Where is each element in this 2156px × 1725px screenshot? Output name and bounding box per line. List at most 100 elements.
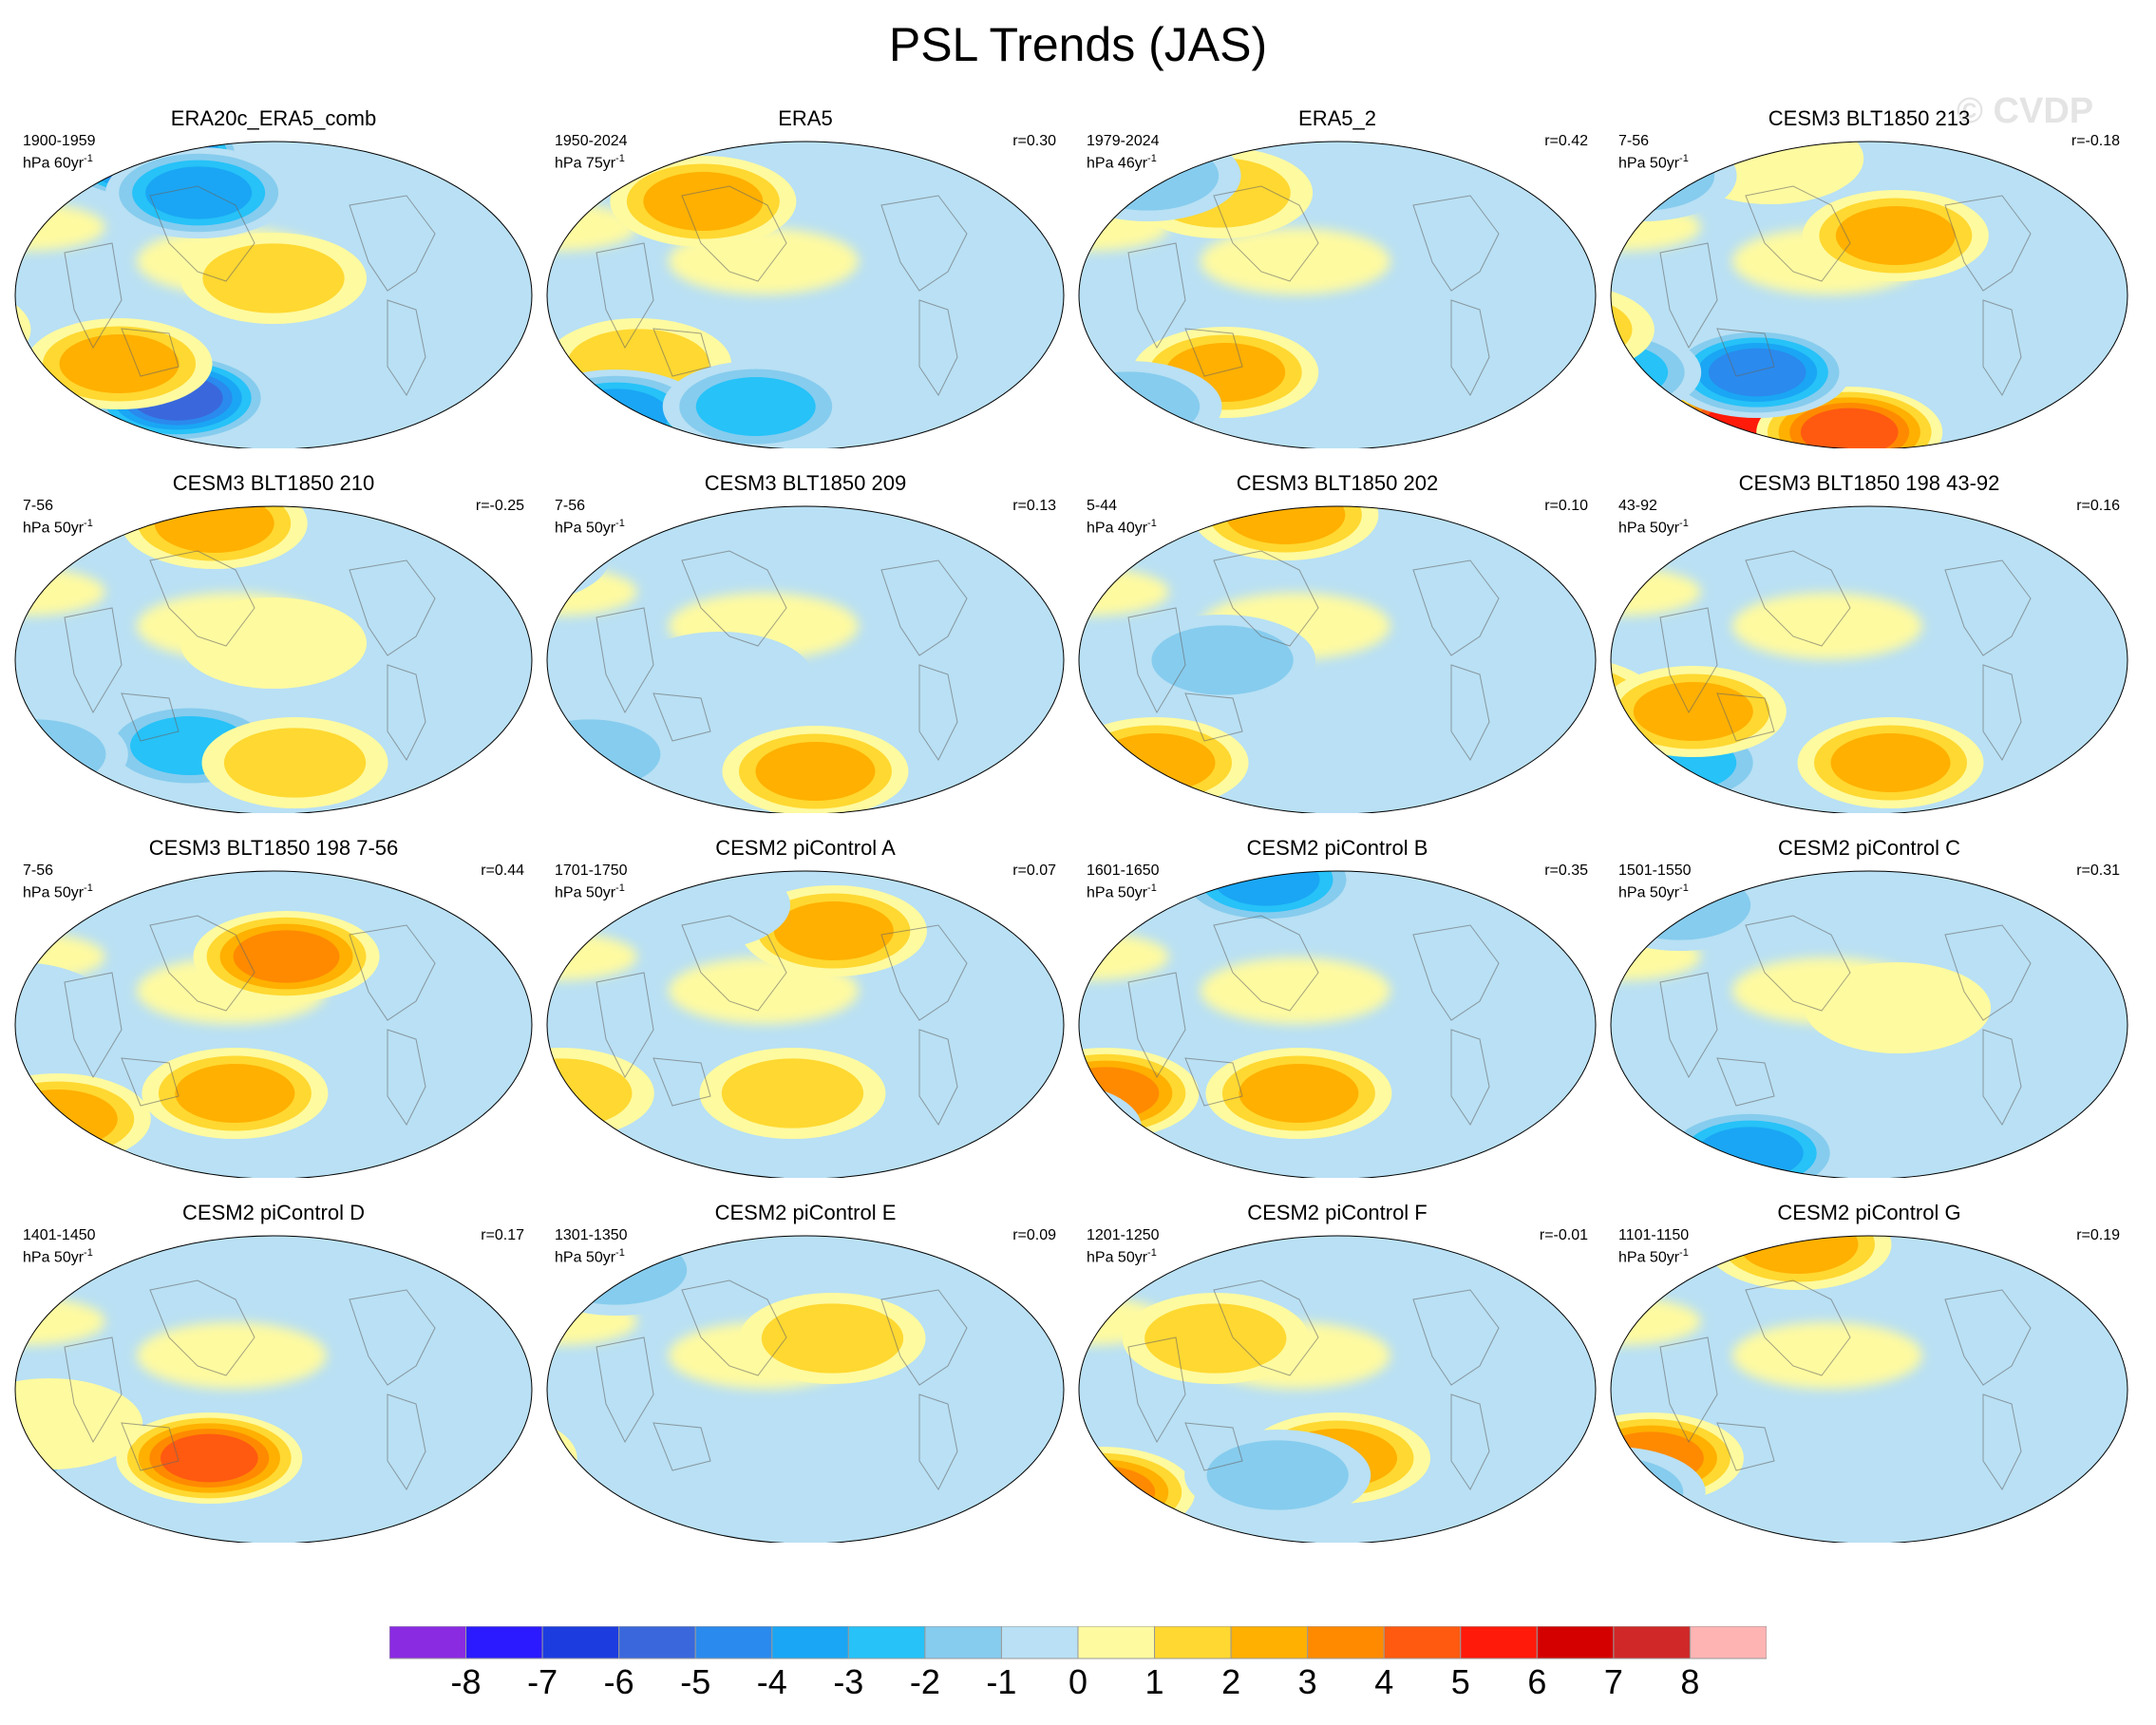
coastline: [596, 242, 654, 350]
panel-title: CESM3 BLT1850 202: [1236, 471, 1439, 495]
contour-level: [15, 1378, 143, 1469]
panel-correlation: r=0.09: [1012, 1227, 1056, 1243]
panel-title: CESM2 piControl F: [1247, 1201, 1428, 1224]
map-field: [1610, 870, 2128, 1178]
colorbar-box: [1460, 1626, 1538, 1659]
map-panel: CESM3 BLT1850 209 7-56 hPa 50yr-1 r=0.13: [539, 471, 1071, 813]
panel-correlation: r=0.30: [1012, 133, 1056, 149]
map-outline: [1078, 141, 1597, 448]
map-field: [14, 505, 533, 813]
coastline: [652, 328, 711, 377]
colorbar-box: [924, 1626, 1002, 1659]
field-band: [1731, 1322, 1922, 1389]
coastline: [1127, 972, 1186, 1079]
coastline: [596, 607, 654, 714]
colorbar-labels: -8 -7 -6 -5 -4 -3 -2 -1 0 1 2 3 4 5 6 7 8: [0, 1662, 2156, 1710]
coastline: [1450, 664, 1490, 761]
map-outline: [14, 505, 533, 813]
map-outline: [1078, 870, 1597, 1178]
contour-level: [547, 1423, 556, 1493]
coastline: [1944, 559, 2032, 656]
coastline: [918, 299, 958, 396]
coastline: [1450, 299, 1490, 396]
coastline: [1184, 692, 1243, 742]
panel-correlation: r=0.17: [481, 1227, 524, 1243]
coastline: [1412, 559, 1500, 656]
map-field: [14, 141, 533, 448]
colorbar-tick-label: -8: [450, 1662, 482, 1701]
colorbar-box: [1307, 1626, 1385, 1659]
map-outline: [14, 141, 533, 448]
coastline: [1716, 1057, 1775, 1107]
panel-correlation: r=0.13: [1012, 498, 1056, 514]
panel-units: hPa 50yr-1: [23, 518, 93, 537]
contour-level: [15, 1073, 38, 1147]
coastline: [918, 1393, 958, 1490]
panel-period: 1301-1350: [555, 1227, 628, 1243]
map-panel: CESM2 piControl F 1201-1250 hPa 50yr-1 r=-0…: [1071, 1201, 1603, 1543]
colorbar-tick-label: -5: [680, 1662, 711, 1701]
colorbar-box: [541, 1626, 620, 1659]
panel-period: 1601-1650: [1087, 862, 1160, 879]
panel-period: 7-56: [555, 498, 586, 514]
contour-level: [773, 901, 894, 960]
panel-title: CESM2 piControl C: [1778, 836, 1960, 860]
map-outline: [546, 870, 1065, 1178]
coastline: [64, 607, 123, 714]
colorbar-tick-label: -3: [833, 1662, 864, 1701]
coastline: [121, 1057, 180, 1107]
contour-level: [1696, 1127, 1804, 1178]
map-outline: [546, 141, 1065, 448]
coastline: [149, 550, 255, 647]
map-outline: [546, 1235, 1065, 1543]
colorbar-box: [771, 1626, 849, 1659]
map-field: [14, 1235, 533, 1543]
map-outline: [1078, 1235, 1597, 1543]
colorbar-tick-label: 4: [1374, 1662, 1394, 1701]
map-field: [1078, 870, 1597, 1178]
panel-correlation: r=0.10: [1544, 498, 1588, 514]
map-field: [1078, 141, 1597, 448]
contour-level: [15, 386, 57, 427]
contour-level: [1738, 1236, 1859, 1274]
contour-level: [547, 528, 577, 587]
coastline: [1745, 915, 1851, 1012]
contour-level: [8, 1088, 9, 1132]
panel-title: CESM2 piControl G: [1777, 1201, 1961, 1224]
panel-period: 1979-2024: [1087, 133, 1160, 149]
coastline: [880, 559, 968, 656]
coastline: [1659, 972, 1718, 1079]
coastline: [1982, 299, 2022, 396]
coastline: [918, 664, 958, 761]
coastline: [1716, 692, 1775, 742]
coastline: [918, 1029, 958, 1126]
contour-level: [15, 717, 47, 808]
panel-correlation: r=0.44: [481, 862, 524, 879]
panel-title: CESM3 BLT1850 213: [1768, 106, 1971, 130]
coastline: [1716, 1422, 1775, 1471]
panel-units: hPa 46yr-1: [1087, 153, 1157, 172]
panel-units: hPa 50yr-1: [1618, 518, 1689, 537]
coastline: [1944, 1289, 2032, 1386]
panel-units: hPa 50yr-1: [23, 882, 93, 901]
map-panel: ERA5 1950-2024 hPa 75yr-1 r=0.30: [539, 106, 1071, 448]
panel-period: 7-56: [23, 862, 54, 879]
field-band: [1200, 957, 1390, 1024]
coastline: [1184, 1057, 1243, 1107]
coastline: [1982, 664, 2022, 761]
panel-correlation: r=0.42: [1544, 133, 1588, 149]
coastline: [349, 195, 436, 292]
panel-period: 1950-2024: [555, 133, 628, 149]
map-panel: CESM3 BLT1850 198 7-56 7-56 hPa 50yr-1 r=0.…: [8, 836, 539, 1178]
coastline: [387, 299, 426, 396]
colorbar-box: [1000, 1626, 1079, 1659]
colorbar-tick-label: 5: [1450, 1662, 1470, 1701]
colorbar-tick-label: -2: [909, 1662, 940, 1701]
panel-period: 1501-1550: [1618, 862, 1692, 879]
coastline: [1745, 1280, 1851, 1376]
contour-level: [160, 1433, 258, 1483]
contour-level: [547, 318, 552, 409]
contour-level: [755, 742, 876, 801]
panel-title: CESM3 BLT1850 210: [172, 471, 375, 495]
contour-level: [15, 1083, 19, 1138]
